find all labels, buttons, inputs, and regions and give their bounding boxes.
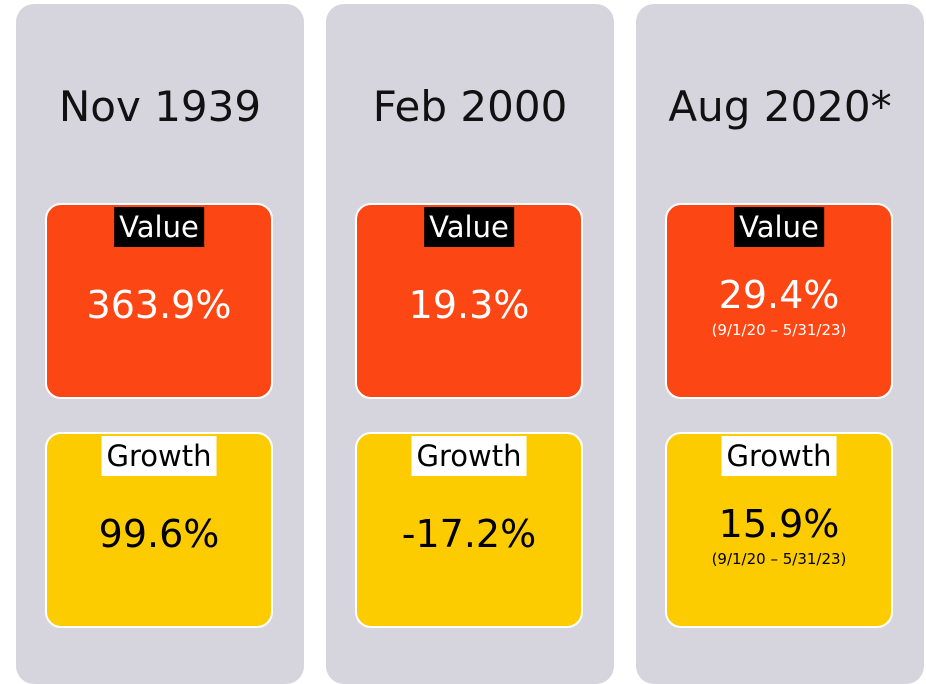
growth-label: Growth [101, 436, 217, 476]
growth-box: Growth -17.2% [355, 432, 583, 628]
value-amount: 19.3% [408, 283, 530, 327]
growth-label: Growth [721, 436, 837, 476]
growth-box: Growth 15.9% (9/1/20 – 5/31/23) [665, 432, 893, 628]
value-label: Value [424, 207, 514, 247]
column-panel: Nov 1939 Value 363.9% Growth 99.6% [16, 4, 304, 684]
column-title: Nov 1939 [58, 82, 262, 131]
value-label: Value [734, 207, 824, 247]
growth-note: (9/1/20 – 5/31/23) [711, 550, 847, 568]
value-box: Value 29.4% (9/1/20 – 5/31/23) [665, 203, 893, 399]
growth-label: Growth [411, 436, 527, 476]
value-box: Value 363.9% [45, 203, 273, 399]
column-title: Aug 2020* [668, 82, 892, 131]
growth-box: Growth 99.6% [45, 432, 273, 628]
growth-amount: -17.2% [401, 512, 537, 556]
growth-amount: 99.6% [98, 512, 220, 556]
column-panel: Feb 2000 Value 19.3% Growth -17.2% [326, 4, 614, 684]
value-amount: 363.9% [86, 283, 232, 327]
value-label: Value [114, 207, 204, 247]
value-amount: 29.4% [718, 273, 840, 317]
value-box: Value 19.3% [355, 203, 583, 399]
column-panel: Aug 2020* Value 29.4% (9/1/20 – 5/31/23) Gro… [636, 4, 924, 684]
column-title: Feb 2000 [372, 82, 568, 131]
page: Nov 1939 Value 363.9% Growth 99.6% Feb 2000 Va… [16, 4, 924, 684]
growth-amount: 15.9% [718, 502, 840, 546]
value-note: (9/1/20 – 5/31/23) [711, 321, 847, 339]
